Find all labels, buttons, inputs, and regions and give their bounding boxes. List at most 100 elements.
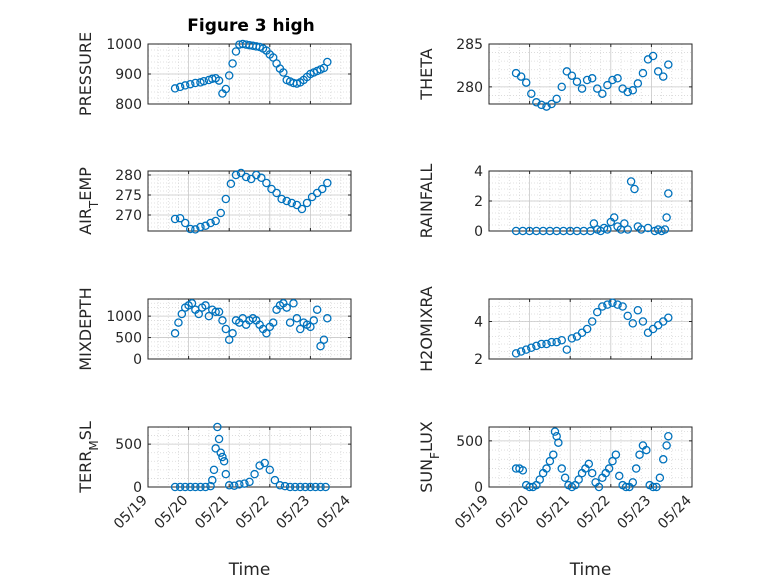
data-point — [626, 177, 636, 186]
data-point — [628, 478, 638, 487]
data-point — [562, 67, 572, 76]
data-point — [228, 59, 237, 68]
data-point — [633, 305, 643, 315]
data-point — [613, 300, 622, 309]
data-point — [224, 335, 234, 344]
data-point — [560, 473, 570, 483]
data-point — [594, 482, 604, 492]
data-point — [535, 475, 545, 484]
data-point — [250, 469, 259, 479]
data-point — [213, 422, 222, 432]
data-point — [196, 482, 205, 492]
y-axis-label: SUNFLUX — [417, 421, 442, 493]
data-point — [255, 461, 264, 470]
data-point — [557, 335, 566, 345]
y-tick-label: 800 — [115, 97, 142, 113]
data-point — [552, 337, 561, 347]
data-point — [268, 318, 278, 327]
data-point — [262, 178, 271, 188]
data-point — [306, 482, 315, 492]
data-point — [584, 459, 594, 469]
data-point — [262, 329, 271, 338]
data-point — [311, 482, 320, 492]
x-tick-label: 05/19 — [452, 493, 492, 533]
data-point — [613, 74, 622, 83]
subplot-sun-flux: 0 500 05/19 05/20 05/21 05/22 05/23 05/24 SUNFLU… — [417, 421, 695, 580]
data-point — [664, 189, 673, 198]
data-point — [567, 334, 577, 343]
data-point — [532, 341, 541, 351]
data-point — [282, 303, 291, 312]
data-point — [295, 482, 305, 492]
data-point — [552, 94, 561, 104]
data-point — [532, 98, 541, 107]
data-point — [658, 72, 668, 81]
data-point — [537, 100, 546, 110]
data-point — [211, 216, 220, 226]
data-point — [542, 464, 551, 473]
x-tick-label: 05/24 — [314, 492, 354, 532]
data-point — [542, 102, 551, 111]
data-point — [177, 309, 187, 319]
axes-box — [147, 298, 352, 360]
data-point — [214, 307, 224, 317]
data-point — [664, 431, 673, 441]
data-point — [206, 481, 215, 491]
data-point — [604, 464, 614, 473]
data-point — [199, 76, 209, 86]
data-point — [224, 71, 234, 80]
data-point — [652, 482, 661, 492]
data-point — [302, 198, 312, 208]
data-point — [527, 343, 536, 352]
data-point — [635, 450, 644, 459]
data-point — [662, 213, 671, 222]
data-point — [312, 305, 322, 314]
y-axis-label: RAINFALL — [417, 164, 436, 239]
data-point — [323, 178, 332, 188]
data-point — [191, 225, 200, 234]
y-tick-label: 270 — [115, 208, 142, 224]
y-axis-label: MIXDEPTH — [76, 287, 95, 370]
data-point — [231, 170, 241, 180]
data-point — [567, 71, 577, 80]
y-tick-label: 2 — [474, 352, 483, 368]
data-point — [648, 482, 658, 492]
data-point — [577, 84, 587, 93]
x-tick-label: 05/23 — [614, 493, 654, 533]
data-point — [201, 482, 210, 492]
data-point — [186, 482, 195, 492]
axes-box — [488, 298, 693, 360]
data-point — [611, 450, 621, 459]
data-point — [638, 317, 648, 326]
data-point — [542, 339, 551, 349]
y-tick-label: 0 — [133, 480, 142, 496]
data-point — [246, 174, 256, 184]
y-axis-label: H2OMIXRA — [417, 286, 436, 372]
data-point — [547, 99, 556, 109]
data-point — [218, 316, 227, 325]
y-axis-label: PRESSURE — [76, 32, 95, 116]
y-tick-label: 1000 — [106, 37, 142, 53]
data-point — [662, 441, 671, 450]
data-point — [186, 79, 195, 89]
y-tick-label: 900 — [115, 67, 142, 83]
y-tick-label: 280 — [115, 168, 142, 184]
data-point — [537, 339, 546, 349]
data-point — [582, 75, 592, 85]
data-point — [219, 457, 229, 466]
data-point — [603, 225, 612, 234]
data-point — [204, 311, 214, 321]
data-point — [316, 341, 325, 351]
x-tick-label: 05/21 — [192, 493, 232, 533]
data-point — [208, 475, 217, 485]
data-point — [648, 51, 658, 61]
data-point — [655, 473, 665, 483]
data-point — [658, 455, 668, 464]
y-axis-label: TERRMSL — [76, 421, 101, 494]
data-point — [317, 184, 327, 194]
data-point — [623, 225, 632, 234]
data-point — [170, 482, 180, 492]
data-point — [265, 465, 275, 475]
data-point — [292, 200, 302, 210]
data-point — [191, 482, 200, 492]
